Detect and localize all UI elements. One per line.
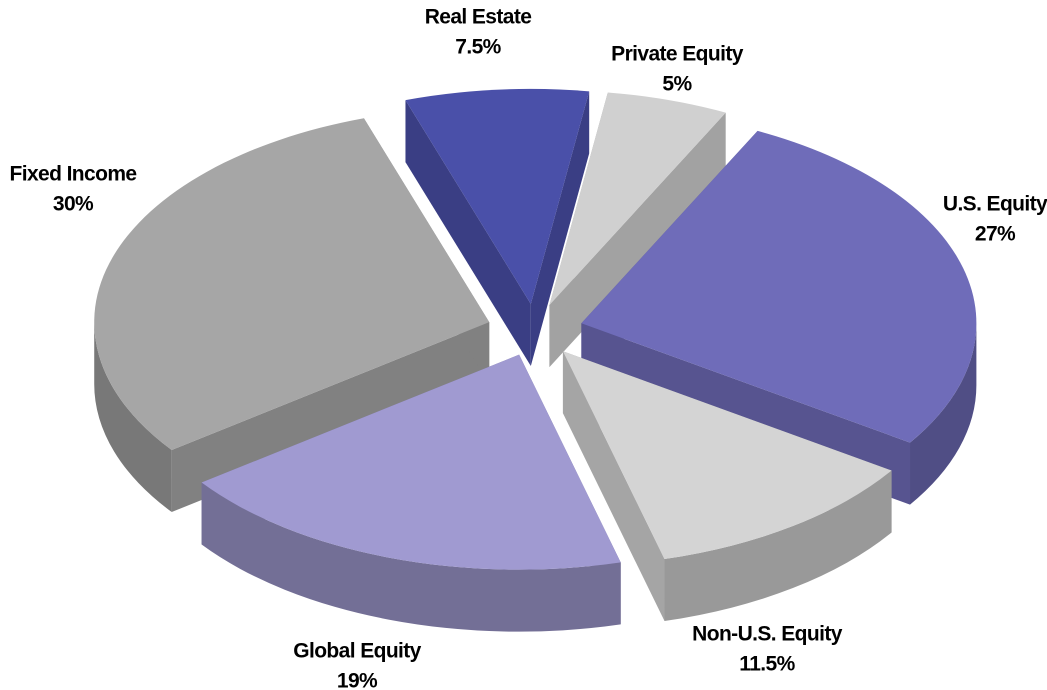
slice-label: Private Equity: [611, 43, 744, 66]
slice-value-label: 7.5%: [455, 36, 501, 59]
slice-label: Global Equity: [293, 640, 421, 663]
slice-label: Real Estate: [425, 6, 532, 29]
slice-side: [201, 482, 621, 632]
slice: [581, 130, 977, 443]
slice-label: Fixed Income: [9, 163, 136, 186]
slice-side: [664, 470, 892, 622]
slice: [405, 88, 590, 304]
slice: [549, 92, 726, 306]
slice-label: Non-U.S. Equity: [692, 623, 843, 646]
slice: [94, 118, 490, 451]
slice: [201, 354, 621, 570]
slice-value-label: 19%: [337, 670, 378, 690]
slice-wall: [530, 91, 590, 366]
slice-value-label: 5%: [662, 73, 692, 96]
slice-side: [94, 322, 172, 513]
slice: [562, 351, 892, 560]
slice-label: U.S. Equity: [943, 193, 1047, 216]
slice-wall: [405, 100, 531, 366]
slice-wall: [562, 351, 665, 622]
slice-value-label: 27%: [975, 223, 1016, 246]
slice-value-label: 11.5%: [739, 653, 795, 676]
slice-value-label: 30%: [53, 193, 94, 216]
slice-wall: [549, 112, 726, 368]
slice-side: [910, 323, 977, 505]
